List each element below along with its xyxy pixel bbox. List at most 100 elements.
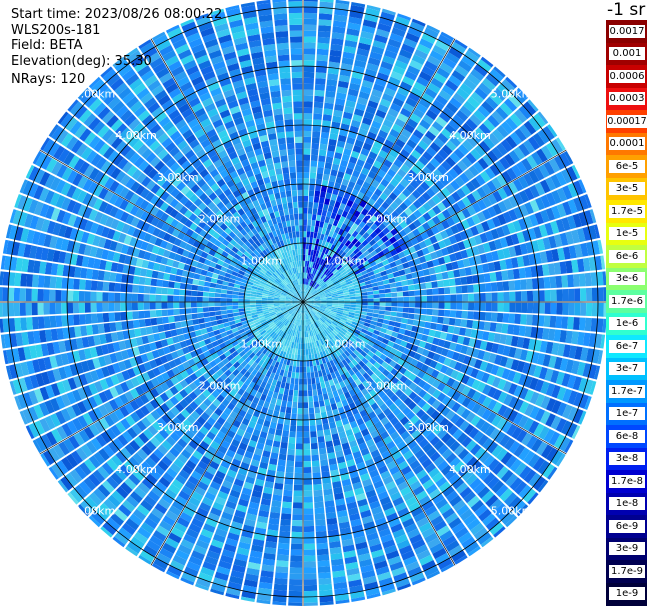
ppi-cell <box>417 326 425 334</box>
ppi-cell <box>206 465 217 476</box>
ppi-cell <box>445 512 459 525</box>
ppi-cell <box>332 377 339 385</box>
ppi-cell <box>354 313 361 318</box>
ppi-cell <box>310 287 315 293</box>
ppi-cell <box>221 511 233 521</box>
ppi-cell <box>234 354 242 361</box>
ppi-cell <box>468 165 480 177</box>
ppi-cell <box>374 227 382 235</box>
ppi-cell <box>482 208 492 220</box>
ppi-cell <box>273 373 280 381</box>
ppi-cell <box>372 286 379 291</box>
ppi-cell <box>332 300 339 302</box>
ppi-cell <box>513 206 523 219</box>
ppi-cell <box>312 329 316 336</box>
ppi-cell <box>344 299 351 302</box>
ppi-cell <box>114 508 128 522</box>
ppi-cell <box>518 325 526 337</box>
ppi-cell <box>485 517 500 531</box>
ppi-cell <box>345 34 359 43</box>
ppi-cell <box>311 255 316 263</box>
ppi-cell <box>72 302 80 314</box>
ppi-cell <box>326 281 333 286</box>
ppi-cell <box>316 313 322 318</box>
ppi-cell <box>197 460 208 471</box>
ppi-cell <box>320 273 326 279</box>
ppi-cell <box>338 295 345 299</box>
ppi-cell <box>79 279 86 290</box>
ppi-cell <box>198 318 205 324</box>
ppi-cell <box>355 541 368 550</box>
ppi-cell <box>200 476 212 486</box>
ppi-cell <box>384 288 391 294</box>
ppi-cell <box>371 416 380 425</box>
ppi-cell <box>294 472 303 479</box>
ppi-cell <box>279 530 291 538</box>
ppi-cell <box>286 401 293 408</box>
ppi-cell <box>382 369 390 377</box>
ppi-cell <box>562 185 573 200</box>
ppi-cell <box>239 350 246 358</box>
ppi-cell <box>110 424 122 437</box>
ppi-cell <box>315 269 319 276</box>
ppi-cell <box>403 302 410 308</box>
ppi-cell <box>216 338 224 345</box>
ppi-cell <box>44 262 53 275</box>
ppi-cell <box>594 333 603 349</box>
ppi-cell <box>518 105 532 120</box>
ppi-cell <box>375 135 386 144</box>
ppi-cell <box>327 452 336 460</box>
ppi-cell <box>198 534 212 544</box>
ppi-cell <box>156 525 170 537</box>
ppi-cell <box>417 270 425 278</box>
ppi-cell <box>179 511 193 523</box>
ppi-cell <box>259 412 267 420</box>
ppi-cell <box>103 354 112 366</box>
ppi-cell <box>515 302 522 313</box>
ppi-cell <box>350 302 357 305</box>
ppi-cell <box>372 354 380 362</box>
ppi-cell <box>22 392 33 407</box>
ppi-cell <box>243 579 258 588</box>
ppi-cell <box>278 330 284 337</box>
ppi-cell <box>170 376 179 386</box>
ppi-cell <box>183 533 197 545</box>
ppi-cell <box>424 130 437 142</box>
ppi-cell <box>518 373 528 386</box>
ppi-cell <box>422 392 432 402</box>
ppi-cell <box>95 434 107 447</box>
ppi-cell <box>314 190 321 198</box>
ppi-cell <box>355 250 363 258</box>
ppi-cell <box>407 279 414 285</box>
ppi-cell <box>334 492 344 500</box>
ppi-cell <box>322 330 328 337</box>
ppi-cell <box>439 62 454 74</box>
ppi-cell <box>369 500 381 510</box>
ppi-cell <box>320 300 327 302</box>
ppi-cell <box>410 237 419 246</box>
ppi-cell <box>403 555 418 566</box>
ppi-cell <box>326 271 333 277</box>
ppi-cell <box>204 555 219 566</box>
ppi-cell <box>509 291 516 302</box>
ppi-cell <box>467 284 474 293</box>
ppi-cell <box>339 69 352 77</box>
ppi-cell <box>523 469 537 484</box>
ppi-cell <box>450 302 457 310</box>
ppi-cell <box>165 451 177 462</box>
ppi-cell <box>185 459 197 470</box>
ppi-cell <box>308 190 315 197</box>
ppi-cell <box>358 172 367 181</box>
ppi-cell <box>208 306 215 312</box>
ppi-cell <box>303 130 312 137</box>
ppi-cell <box>262 293 269 297</box>
ppi-cell <box>294 478 303 485</box>
ppi-cell <box>327 391 334 399</box>
ppi-cell <box>265 414 273 422</box>
ppi-cell <box>423 27 439 39</box>
ppi-cell <box>324 399 331 406</box>
ppi-cell <box>377 318 384 324</box>
ppi-cell <box>395 206 404 215</box>
ppi-cell <box>138 319 146 328</box>
ppi-cell <box>296 437 303 444</box>
